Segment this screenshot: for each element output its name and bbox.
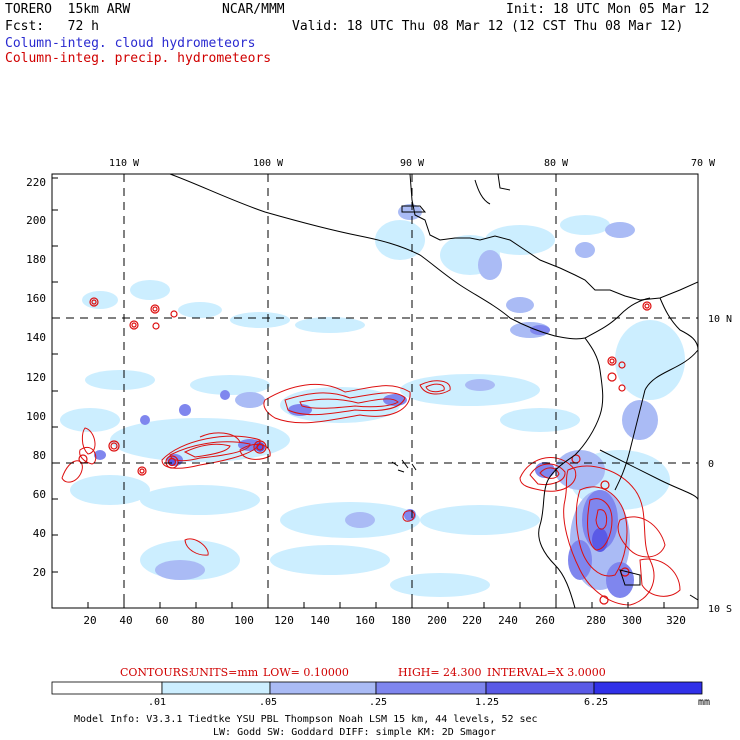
x-tick-180: 180 [391,614,411,627]
x-tick-200: 200 [427,614,447,627]
x-tick-labels: 20 40 60 80 100 120 140 160 180 200 220 … [83,614,686,627]
colorbar-bin-5 [485,681,595,695]
colorbar-bin-3 [269,681,377,695]
graticule [52,174,698,608]
lat-labels: 10 N 0 10 S [708,314,732,615]
x-tick-20: 20 [83,614,96,627]
y-tick-20: 20 [33,566,46,579]
model-info-line1: Model Info: V3.3.1 Tiedtke YSU PBL Thomp… [74,714,538,725]
lat-label-10n: 10 N [708,314,732,325]
colorbar-bin-4 [375,681,487,695]
x-tick-300: 300 [622,614,642,627]
x-tick-140: 140 [310,614,330,627]
x-tick-160: 160 [355,614,375,627]
colorbar-bin-1 [51,681,163,695]
lon-labels: 110 W 100 W 90 W 80 W 70 W [109,158,716,169]
lon-label-100w: 100 W [253,158,284,169]
field-precip-label: Column-integ. precip. hydrometeors [5,51,272,66]
contour-units: UNITS=mm [190,666,259,679]
contour-low: LOW= 0.10000 [263,666,349,679]
contour-interval: INTERVAL=X 3.0000 [487,666,606,679]
x-tick-120: 120 [274,614,294,627]
footer: Model Info: V3.3.1 Tiedtke YSU PBL Thomp… [74,714,538,738]
contour-high: HIGH= 24.300 [398,666,482,679]
valid-time: Valid: 18 UTC Thu 08 Mar 12 (12 CST Thu … [292,19,684,34]
precip-cells [78,297,652,605]
colorbar-bin-2 [161,681,271,695]
y-tick-120: 120 [26,371,46,384]
x-tick-80: 80 [191,614,204,627]
lat-label-10s: 10 S [708,604,732,615]
field-cloud-label: Column-integ. cloud hydrometeors [5,36,256,51]
y-tick-40: 40 [33,527,46,540]
y-tick-220: 220 [26,176,46,189]
y-tick-200: 200 [26,214,46,227]
x-tick-280: 280 [586,614,606,627]
colorbar-label-001: .01 [148,697,166,708]
y-tick-100: 100 [26,410,46,423]
colorbar-unit: mm [698,697,710,708]
contour-info: CONTOURS: UNITS=mm LOW= 0.10000 HIGH= 24… [120,666,606,679]
colorbar-label-005: .05 [259,697,277,708]
x-tick-40: 40 [119,614,132,627]
y-tick-labels: 220 200 180 160 140 120 100 80 60 40 20 [26,176,46,579]
contour-label: CONTOURS: [120,666,192,679]
x-tick-60: 60 [155,614,168,627]
x-tick-100: 100 [234,614,254,627]
y-tick-80: 80 [33,449,46,462]
model-title: TORERO 15km ARW [5,2,131,17]
lon-label-70w: 70 W [691,158,716,169]
lon-label-110w: 110 W [109,158,140,169]
colorbar-label-025: .25 [369,697,387,708]
forecast-hour: Fcst: 72 h [5,19,99,34]
lat-label-0: 0 [708,459,714,470]
precip-contours [61,380,681,606]
init-time: Init: 18 UTC Mon 05 Mar 12 [506,2,710,17]
y-tick-140: 140 [26,331,46,344]
colorbar-bin-6 [593,681,703,695]
axis-ticks [52,177,665,608]
x-tick-220: 220 [462,614,482,627]
colorbar: .01 .05 .25 1.25 6.25 mm [51,681,710,708]
y-tick-60: 60 [33,488,46,501]
y-tick-180: 180 [26,253,46,266]
x-tick-260: 260 [535,614,555,627]
lon-label-80w: 80 W [544,158,569,169]
y-tick-160: 160 [26,292,46,305]
x-tick-240: 240 [498,614,518,627]
model-info-line2: LW: Godd SW: Goddard DIFF: simple KM: 2D… [213,727,496,738]
colorbar-label-125: 1.25 [475,697,499,708]
coastlines [169,174,698,608]
colorbar-label-625: 6.25 [584,697,608,708]
org-label: NCAR/MMM [222,2,285,17]
cloud-shading [60,204,685,598]
lon-label-90w: 90 W [400,158,425,169]
x-tick-320: 320 [666,614,686,627]
